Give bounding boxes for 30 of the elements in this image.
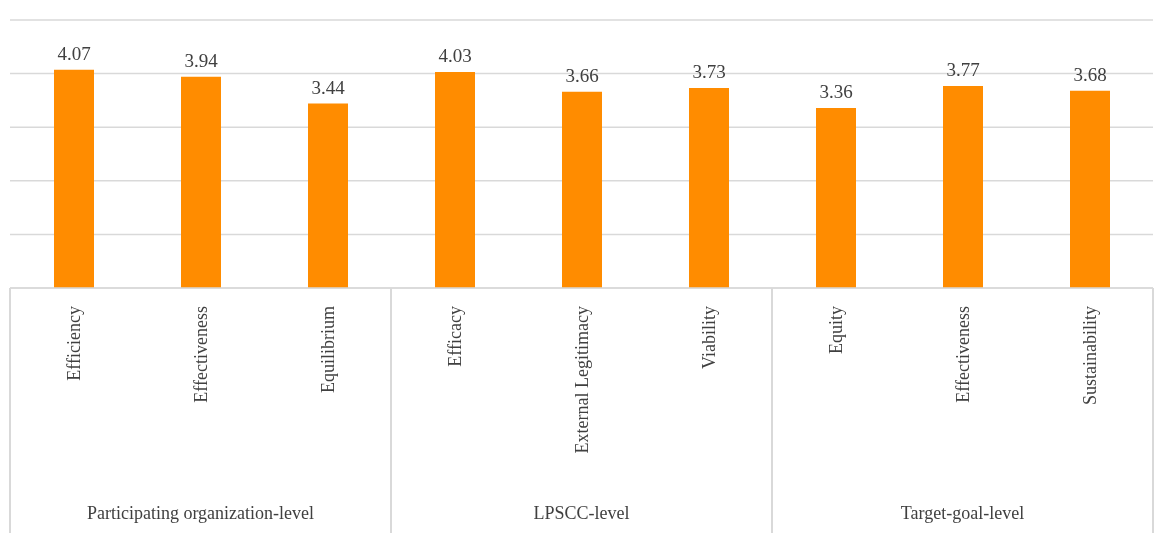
x-tick-label: Effectiveness xyxy=(952,306,973,403)
data-label: 3.66 xyxy=(565,64,599,86)
bar xyxy=(1070,90,1110,288)
x-tick-label: Sustainability xyxy=(1079,306,1100,405)
x-tick-label: Equilibrium xyxy=(317,306,338,393)
text: Target-goal-level xyxy=(899,503,1026,524)
x-tick-label: Effectiveness xyxy=(190,306,211,403)
data-label: 3.44 xyxy=(311,76,346,98)
x-tick-label: Equity xyxy=(825,306,846,354)
bar xyxy=(943,85,983,288)
data-label: 3.68 xyxy=(1073,63,1107,85)
bar xyxy=(54,69,94,288)
bar xyxy=(308,103,348,288)
bar xyxy=(816,107,856,288)
bar xyxy=(181,76,221,288)
data-label: 3.73 xyxy=(692,61,726,83)
data-label: 3.36 xyxy=(819,80,853,102)
data-label: 4.03 xyxy=(438,44,472,66)
data-label: 3.77 xyxy=(946,58,980,80)
text: LPSCC-level xyxy=(532,503,631,524)
data-label: 3.94 xyxy=(184,49,219,71)
x-tick-label: External Legitimacy xyxy=(571,306,592,454)
x-tick-label: Viability xyxy=(698,306,719,369)
bar xyxy=(435,71,475,288)
x-tick-label: Efficacy xyxy=(444,306,465,367)
x-tick-label: Efficiency xyxy=(63,306,84,381)
text: Participating organization-level xyxy=(85,503,316,524)
bar xyxy=(562,91,602,288)
bar xyxy=(689,88,729,288)
data-label: 4.07 xyxy=(57,42,91,64)
